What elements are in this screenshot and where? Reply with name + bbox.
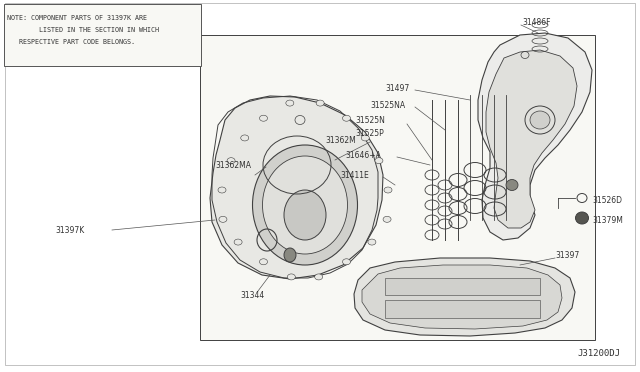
- Text: 31411E: 31411E: [340, 170, 369, 180]
- Text: LISTED IN THE SECTION IN WHICH: LISTED IN THE SECTION IN WHICH: [7, 27, 159, 33]
- Ellipse shape: [262, 156, 348, 254]
- Ellipse shape: [368, 239, 376, 245]
- Ellipse shape: [241, 135, 249, 141]
- Text: 31379M: 31379M: [592, 215, 623, 224]
- Ellipse shape: [287, 274, 295, 280]
- Ellipse shape: [384, 187, 392, 193]
- Ellipse shape: [316, 100, 324, 106]
- Polygon shape: [362, 265, 562, 329]
- Ellipse shape: [284, 190, 326, 240]
- Ellipse shape: [315, 274, 323, 280]
- Polygon shape: [200, 35, 595, 340]
- Ellipse shape: [259, 115, 268, 121]
- Text: J31200DJ: J31200DJ: [577, 349, 620, 358]
- Polygon shape: [385, 300, 540, 318]
- Ellipse shape: [284, 248, 296, 262]
- Polygon shape: [210, 96, 383, 279]
- Text: 31525N: 31525N: [355, 115, 385, 125]
- Text: 31344: 31344: [240, 291, 264, 299]
- Text: NOTE: COMPONENT PARTS OF 31397K ARE: NOTE: COMPONENT PARTS OF 31397K ARE: [7, 15, 147, 21]
- Ellipse shape: [361, 135, 369, 141]
- Text: 31362M: 31362M: [325, 135, 356, 144]
- Polygon shape: [486, 50, 577, 228]
- Text: RESPECTIVE PART CODE BELONGS.: RESPECTIVE PART CODE BELONGS.: [7, 39, 135, 45]
- Ellipse shape: [530, 111, 550, 129]
- Ellipse shape: [253, 145, 358, 265]
- Ellipse shape: [259, 259, 268, 265]
- Ellipse shape: [342, 259, 351, 265]
- Text: 31397: 31397: [555, 250, 579, 260]
- Ellipse shape: [218, 187, 226, 193]
- Ellipse shape: [286, 100, 294, 106]
- Text: 31525P: 31525P: [355, 128, 384, 138]
- Ellipse shape: [375, 158, 383, 164]
- Text: 31525NA: 31525NA: [370, 100, 405, 109]
- Ellipse shape: [383, 217, 391, 222]
- Polygon shape: [354, 258, 575, 336]
- Ellipse shape: [575, 212, 589, 224]
- Text: 31397K: 31397K: [55, 225, 84, 234]
- Text: 31526D: 31526D: [592, 196, 622, 205]
- Ellipse shape: [506, 180, 518, 190]
- Ellipse shape: [234, 239, 242, 245]
- Ellipse shape: [219, 217, 227, 222]
- Polygon shape: [478, 33, 592, 240]
- Polygon shape: [385, 278, 540, 295]
- Text: 31486F: 31486F: [522, 17, 550, 26]
- Text: 31646+A: 31646+A: [345, 151, 381, 160]
- Ellipse shape: [342, 115, 351, 121]
- Text: 31362MA: 31362MA: [215, 160, 251, 170]
- Text: 31497: 31497: [385, 83, 409, 93]
- FancyBboxPatch shape: [4, 4, 201, 66]
- Ellipse shape: [227, 158, 235, 164]
